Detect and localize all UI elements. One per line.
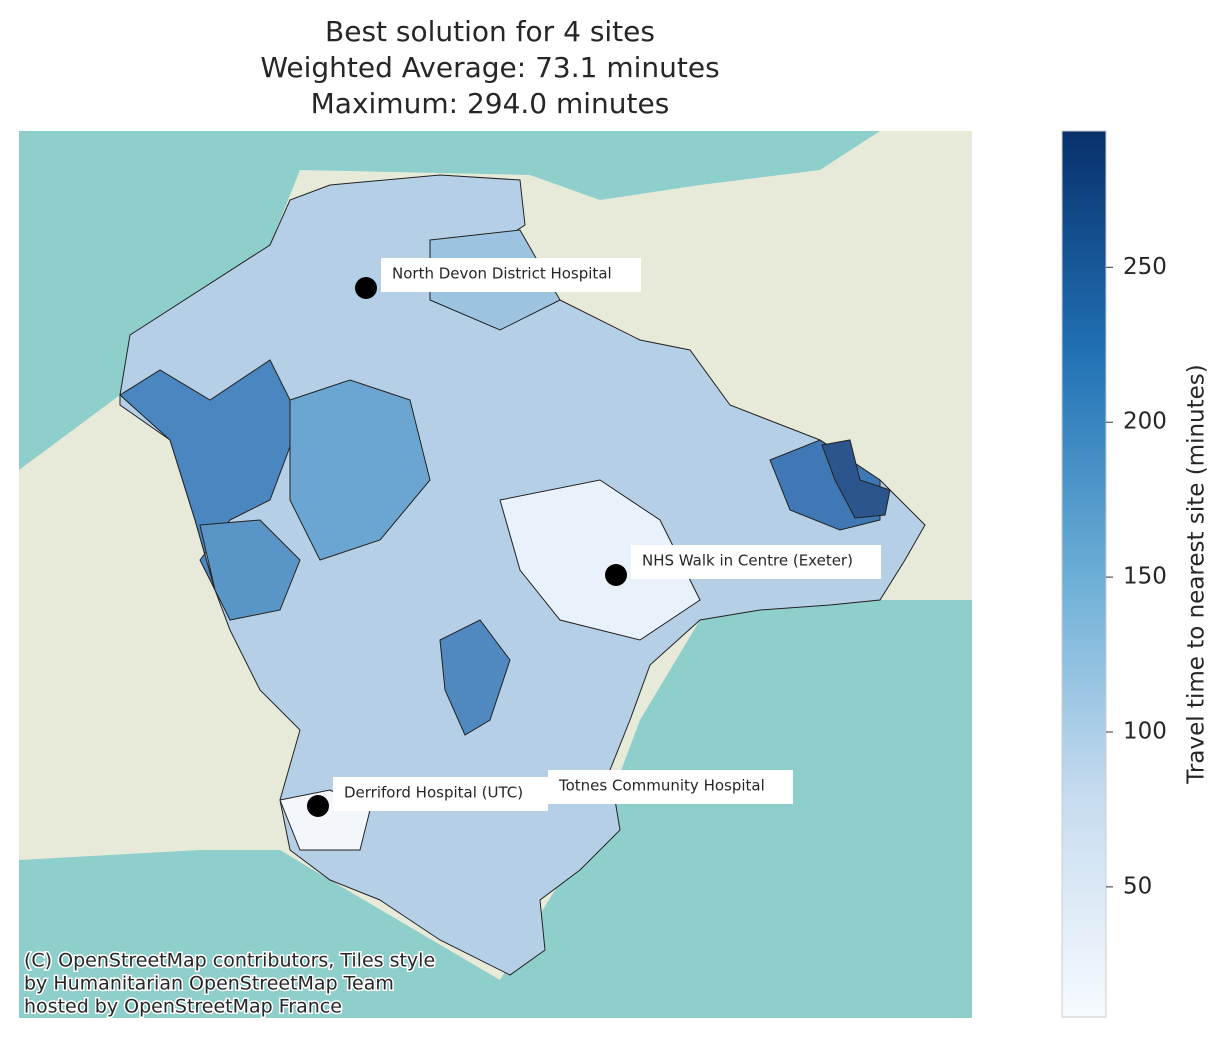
site-label: Totnes Community Hospital: [558, 777, 765, 795]
site-label-box: [381, 258, 641, 292]
tick-label: 100: [1123, 718, 1167, 744]
title-line: Best solution for 4 sites: [325, 15, 655, 48]
site-label-box: [631, 545, 881, 579]
site-label-box: [333, 777, 548, 811]
colorbar-label: Travel time to nearest site (minutes): [1184, 364, 1210, 785]
attribution: (C) OpenStreetMap contributors, Tiles st…: [23, 948, 437, 1019]
sites: North Devon District Hospital NHS Walk in…: [307, 258, 881, 817]
title-line: Weighted Average: 73.1 minutes: [260, 51, 719, 84]
title-line: Maximum: 294.0 minutes: [311, 87, 670, 120]
tick-label: 250: [1123, 254, 1167, 280]
region: [499, 479, 701, 641]
region: [289, 379, 431, 561]
attribution-line: (C) OpenStreetMap contributors, Tiles st…: [24, 950, 435, 972]
site-label-box: [548, 770, 793, 804]
site-marker: [307, 795, 329, 817]
attribution-line: by Humanitarian OpenStreetMap Team: [24, 973, 394, 995]
region: [821, 439, 891, 519]
tick-label: 150: [1123, 564, 1167, 590]
region: [199, 519, 301, 621]
site-label: NHS Walk in Centre (Exeter): [642, 552, 853, 570]
site-marker: [605, 564, 627, 586]
region: [439, 619, 511, 736]
site-label: Derriford Hospital (UTC): [344, 784, 523, 802]
colorbar: [1061, 130, 1107, 1018]
tick-label: 200: [1123, 409, 1167, 435]
region: [119, 174, 926, 976]
colorbar-axis: 50 100 150 200 250 Travel time to nearest sit…: [1106, 254, 1210, 899]
tick-label: 50: [1123, 873, 1152, 899]
attribution-line: hosted by OpenStreetMap France: [24, 996, 342, 1018]
region: [119, 359, 301, 591]
site-marker: [355, 277, 377, 299]
site-label: North Devon District Hospital: [392, 265, 612, 283]
